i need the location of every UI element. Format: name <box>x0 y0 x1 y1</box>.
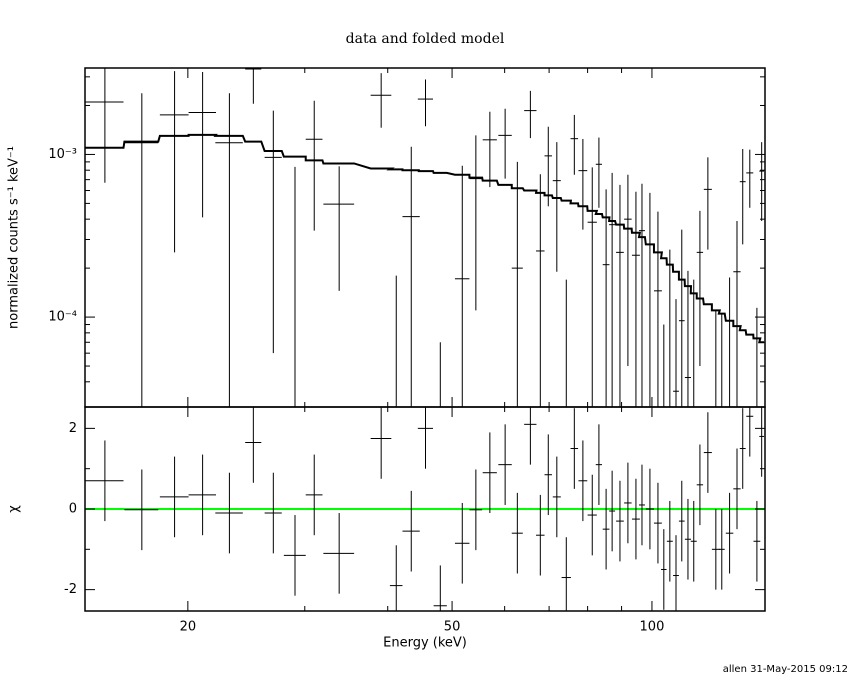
y-tick-label: 10⁻³ <box>48 147 77 162</box>
y-axis-label: χ <box>7 505 22 513</box>
chart-title: data and folded model <box>346 31 505 47</box>
footer: allen 31-May-2015 09:12 <box>723 664 848 675</box>
x-axis-label: Energy (keV) <box>383 636 467 651</box>
y-tick-label: -2 <box>64 582 77 597</box>
bottom-plot <box>85 407 765 611</box>
y-axis-label: normalized counts s⁻¹ keV⁻¹ <box>7 146 22 329</box>
x-tick-label: 20 <box>180 620 197 635</box>
top-plot <box>85 68 765 407</box>
model-line <box>85 133 765 344</box>
y-tick-label: 2 <box>69 421 77 436</box>
x-tick-label: 50 <box>444 620 461 635</box>
y-tick-label: 10⁻⁴ <box>48 310 77 325</box>
x-tick-label: 100 <box>640 620 665 635</box>
y-tick-label: 0 <box>69 502 77 517</box>
